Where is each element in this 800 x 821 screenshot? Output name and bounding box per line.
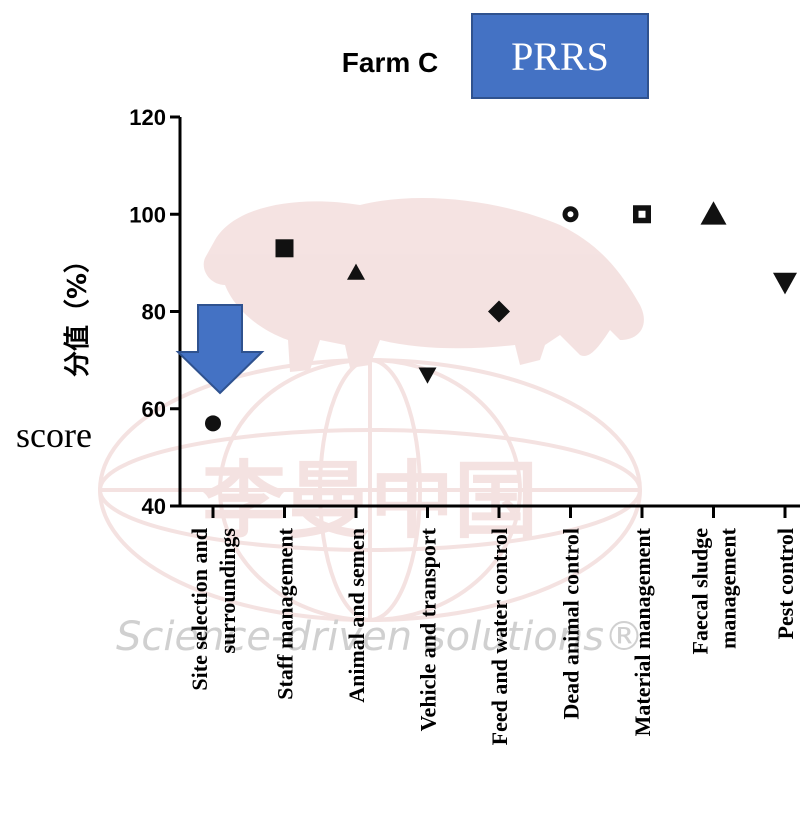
globe-watermark-icon — [98, 358, 642, 622]
prrs-badge-label: PRRS — [511, 34, 609, 79]
x-axis-ticks: Site selection and surroundings Staff mana… — [187, 506, 798, 745]
x-tick-label: Dead animal control — [559, 528, 584, 719]
x-tick-label: Faecal sludge — [688, 528, 713, 655]
watermark-chinese: 李曼中国 — [202, 456, 538, 549]
point-8-triangle-down — [773, 272, 797, 295]
point-5-circle-dot-center — [567, 211, 574, 218]
y-tick-label: 60 — [142, 397, 166, 422]
score-label: score — [16, 415, 92, 455]
point-4-diamond — [488, 300, 510, 323]
watermark-tagline: Science-driven solutions® — [116, 614, 644, 660]
prrs-badge: PRRS — [471, 13, 649, 99]
data-points — [205, 201, 797, 432]
x-tick-label: Site selection and — [187, 528, 212, 691]
x-tick-label: Staff management — [273, 527, 298, 699]
y-tick-label: 80 — [142, 300, 166, 325]
prrs-badge-box — [471, 13, 649, 99]
x-tick-label: management — [716, 527, 741, 649]
y-tick-label: 40 — [142, 494, 166, 519]
chart-title: Farm C — [342, 47, 438, 78]
pig-watermark-icon — [203, 197, 644, 372]
point-7-triangle-up — [700, 201, 727, 225]
y-axis-ticks: 40 60 80 100 120 — [129, 105, 180, 519]
x-tick-label: Material management — [630, 527, 655, 736]
point-6-square-dot-center — [638, 210, 646, 218]
y-tick-label: 100 — [129, 202, 166, 227]
score-annotation: score — [16, 304, 265, 455]
y-axis-label: 分值（%） — [63, 247, 93, 377]
down-arrow-icon — [175, 304, 265, 395]
x-tick-label: Vehicle and transport — [416, 527, 441, 731]
point-0-circle — [205, 415, 221, 432]
y-tick-label: 120 — [129, 105, 166, 130]
point-2-triangle-up — [347, 263, 365, 280]
x-tick-label: Animal and semen — [344, 528, 369, 703]
x-tick-label: surroundings — [215, 528, 240, 654]
point-1-square — [275, 239, 294, 258]
x-tick-label: Feed and water control — [487, 528, 512, 745]
watermark: 李曼中国 — [98, 197, 644, 622]
point-3-triangle-down — [418, 367, 437, 384]
x-tick-label: Pest control — [773, 528, 798, 639]
